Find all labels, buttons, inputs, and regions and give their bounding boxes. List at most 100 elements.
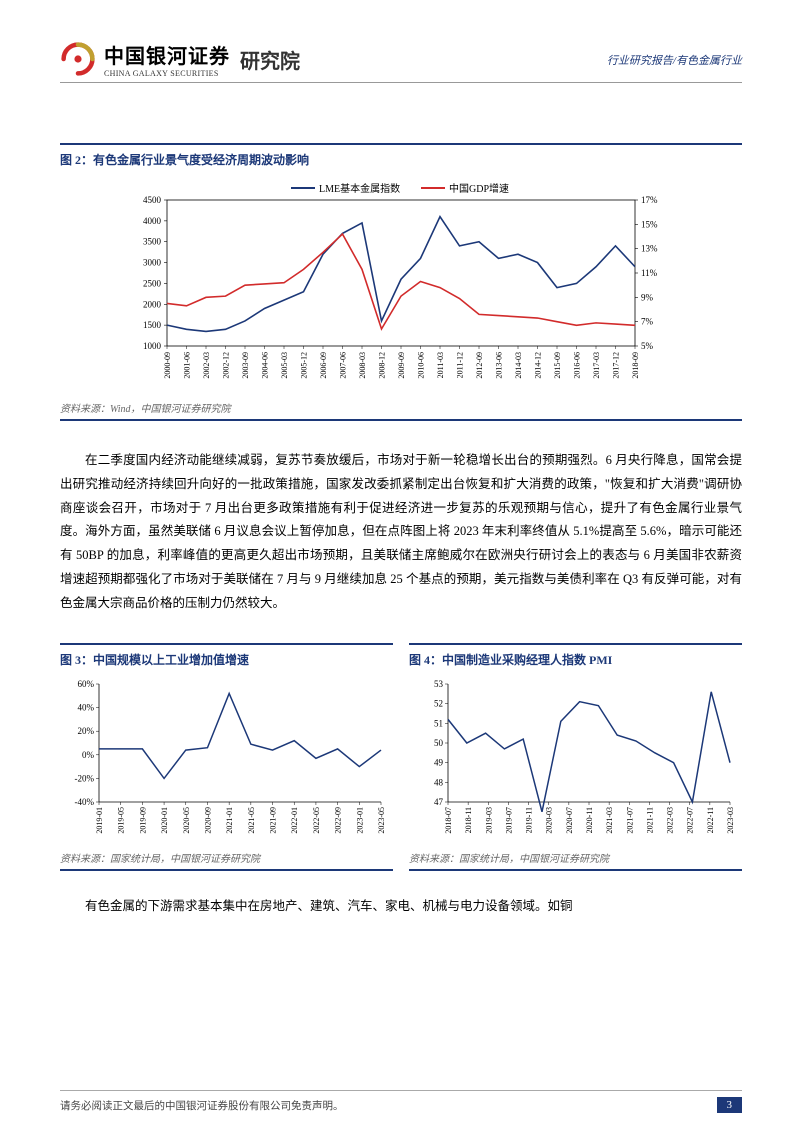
svg-text:47: 47 [434, 797, 444, 807]
svg-text:2013-06: 2013-06 [495, 352, 504, 379]
svg-text:2023-01: 2023-01 [355, 807, 364, 834]
svg-text:2018-09: 2018-09 [631, 352, 640, 379]
svg-text:2002-03: 2002-03 [202, 352, 211, 379]
chart2-svg: 1000 1500 2000 2500 3000 3500 4000 4500 5% 7% 9% 11… [121, 176, 681, 396]
svg-text:-20%: -20% [74, 774, 94, 784]
svg-text:2007-06: 2007-06 [339, 352, 348, 379]
svg-text:2021-05: 2021-05 [246, 807, 255, 834]
svg-text:2002-12: 2002-12 [222, 352, 231, 379]
svg-text:50: 50 [434, 738, 444, 748]
svg-text:48: 48 [434, 778, 444, 788]
svg-text:49: 49 [434, 758, 444, 768]
svg-text:2009-09: 2009-09 [397, 352, 406, 379]
svg-text:2022-03: 2022-03 [665, 807, 674, 834]
svg-text:2022-07: 2022-07 [685, 807, 694, 834]
svg-text:4000: 4000 [143, 216, 162, 226]
svg-text:2004-06: 2004-06 [261, 352, 270, 379]
svg-text:2019-03: 2019-03 [484, 807, 493, 834]
svg-text:2020-01: 2020-01 [160, 807, 169, 834]
svg-text:51: 51 [434, 719, 443, 729]
svg-text:2015-09: 2015-09 [553, 352, 562, 379]
svg-text:2022-05: 2022-05 [311, 807, 320, 834]
svg-text:-40%: -40% [74, 797, 94, 807]
svg-text:2010-06: 2010-06 [417, 352, 426, 379]
page-number: 3 [717, 1097, 743, 1113]
chart4-svg: 474849505152532018-072018-112019-032019-… [416, 676, 736, 846]
svg-text:20%: 20% [77, 726, 94, 736]
svg-text:40%: 40% [77, 703, 94, 713]
footer-divider [60, 1090, 742, 1091]
svg-text:2022-11: 2022-11 [705, 807, 714, 833]
header-divider [60, 82, 742, 83]
chart3-column: 图 3：中国规模以上工业增加值增速 -40%-20%0%20%40%60%201… [60, 643, 393, 871]
svg-text:2016-06: 2016-06 [573, 352, 582, 379]
svg-text:2012-09: 2012-09 [475, 352, 484, 379]
institute-name: 研究院 [240, 45, 300, 74]
svg-text:中国GDP增速: 中国GDP增速 [449, 182, 509, 195]
svg-text:2014-03: 2014-03 [514, 352, 523, 379]
body-paragraph-1: 在二季度国内经济动能继续减弱，复苏节奏放缓后，市场对于新一轮稳增长出台的预期强烈… [60, 449, 742, 615]
svg-text:1500: 1500 [143, 320, 162, 330]
svg-text:2020-09: 2020-09 [203, 807, 212, 834]
svg-text:2022-09: 2022-09 [333, 807, 342, 834]
svg-text:3500: 3500 [143, 237, 162, 247]
svg-text:2500: 2500 [143, 278, 162, 288]
svg-text:4500: 4500 [143, 195, 162, 205]
svg-text:60%: 60% [77, 679, 94, 689]
svg-text:2017-03: 2017-03 [592, 352, 601, 379]
svg-text:2021-11: 2021-11 [645, 807, 654, 833]
svg-text:1000: 1000 [143, 341, 162, 351]
svg-text:2020-03: 2020-03 [544, 807, 553, 834]
svg-text:2017-12: 2017-12 [612, 352, 621, 379]
svg-text:2001-06: 2001-06 [183, 352, 192, 379]
svg-text:11%: 11% [641, 268, 658, 278]
svg-text:2018-11: 2018-11 [464, 807, 473, 833]
svg-text:2020-05: 2020-05 [181, 807, 190, 834]
svg-text:2014-12: 2014-12 [534, 352, 543, 379]
company-name-cn: 中国银河证券 [104, 40, 230, 69]
chart4-source: 资料来源：国家统计局，中国银河证券研究院 [409, 846, 742, 869]
svg-text:2005-12: 2005-12 [300, 352, 309, 379]
svg-text:2008-03: 2008-03 [358, 352, 367, 379]
svg-text:2019-07: 2019-07 [504, 807, 513, 834]
svg-text:LME基本金属指数: LME基本金属指数 [319, 182, 400, 195]
chart3-source: 资料来源：国家统计局，中国银河证券研究院 [60, 846, 393, 869]
chart2-container: 图 2：有色金属行业景气度受经济周期波动影响 1000 1500 2000 2500 3… [60, 145, 742, 421]
svg-text:2008-12: 2008-12 [378, 352, 387, 379]
svg-text:5%: 5% [641, 341, 654, 351]
svg-text:3000: 3000 [143, 258, 162, 268]
svg-text:9%: 9% [641, 292, 654, 302]
svg-text:2020-11: 2020-11 [585, 807, 594, 833]
svg-text:13%: 13% [641, 244, 658, 254]
chart2-title: 图 2：有色金属行业景气度受经济周期波动影响 [60, 151, 742, 168]
svg-text:52: 52 [434, 699, 443, 709]
svg-text:2000-09: 2000-09 [163, 352, 172, 379]
svg-text:2022-01: 2022-01 [290, 807, 299, 834]
svg-text:0%: 0% [82, 750, 95, 760]
company-logo: 中国银河证券 CHINA GALAXY SECURITIES [60, 40, 230, 78]
disclaimer-text: 请务必阅读正文最后的中国银河证券股份有限公司免责声明。 [60, 1098, 344, 1113]
svg-text:15%: 15% [641, 219, 658, 229]
svg-text:2020-07: 2020-07 [564, 807, 573, 834]
svg-text:2006-09: 2006-09 [319, 352, 328, 379]
svg-text:2003-09: 2003-09 [241, 352, 250, 379]
chart2-source: 资料来源：Wind，中国银河证券研究院 [60, 396, 742, 419]
svg-text:2019-09: 2019-09 [138, 807, 147, 834]
svg-text:2000: 2000 [143, 299, 162, 309]
svg-text:2019-01: 2019-01 [95, 807, 104, 834]
svg-text:2021-01: 2021-01 [225, 807, 234, 834]
svg-text:2023-05: 2023-05 [377, 807, 386, 834]
svg-text:2005-03: 2005-03 [280, 352, 289, 379]
svg-text:17%: 17% [641, 195, 658, 205]
body-paragraph-2: 有色金属的下游需求基本集中在房地产、建筑、汽车、家电、机械与电力设备领域。如铜 [60, 895, 742, 919]
svg-text:2019-05: 2019-05 [116, 807, 125, 834]
svg-text:53: 53 [434, 679, 444, 689]
svg-text:2021-07: 2021-07 [625, 807, 634, 834]
svg-text:2021-09: 2021-09 [268, 807, 277, 834]
page-footer: 请务必阅读正文最后的中国银河证券股份有限公司免责声明。 3 [60, 1090, 742, 1113]
chart4-title: 图 4：中国制造业采购经理人指数 PMI [409, 651, 742, 668]
svg-text:7%: 7% [641, 317, 654, 327]
galaxy-logo-icon [60, 41, 96, 77]
chart4-column: 图 4：中国制造业采购经理人指数 PMI 47 48 49 50 51 52 53 2018-… [409, 643, 742, 871]
breadcrumb: 行业研究报告/有色金属行业 [607, 52, 742, 68]
